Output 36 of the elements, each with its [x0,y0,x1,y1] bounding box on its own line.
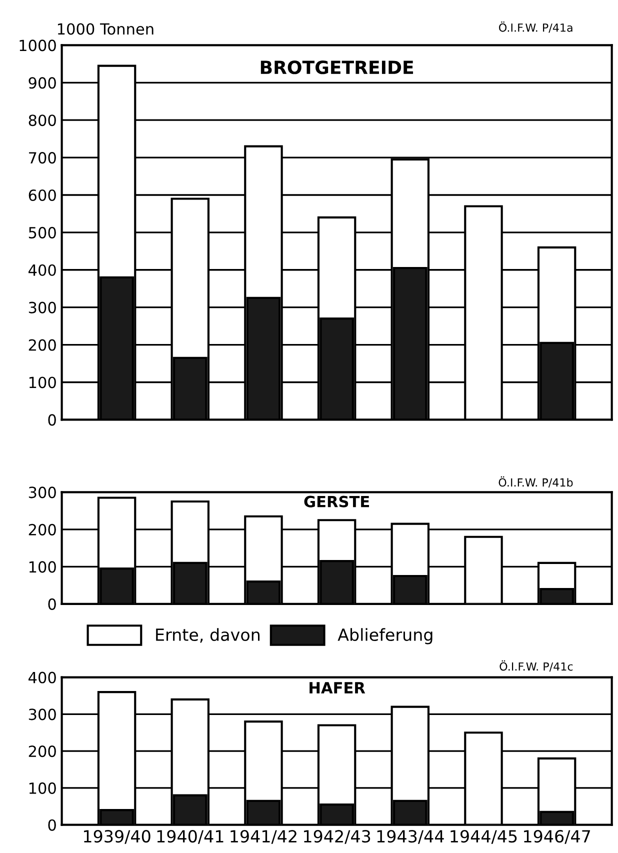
y-tick-label: 300 [28,708,56,720]
y-tick-label: 800 [28,114,56,126]
x-tick-label: 1946/47 [524,830,590,844]
y-tick-label: 0 [48,819,56,831]
y-tick-label: 900 [28,77,56,89]
y-tick-label: 200 [28,339,56,351]
y-tick-label: 100 [29,376,56,388]
y-tick-label: 1000 [20,40,56,52]
y-tick-label: 300 [28,486,56,498]
y-tick-label: 400 [28,672,56,684]
text: Ö.I.F.W. P/41a [499,22,572,33]
text: Ö.I.F.W. P/41b [498,476,573,488]
y-tick-label: 400 [28,264,56,276]
y-tick-label: 0 [48,598,56,610]
x-tick-label: 1942/43 [304,830,370,844]
x-tick-label: 1939/40 [84,830,150,844]
x-tick-label: 1940/41 [157,830,224,844]
chart-title: HAFER [310,682,366,694]
text: BROTGETREIDE [260,60,414,74]
legend-label: Ablieferung [338,628,432,644]
y-tick-label: 500 [28,226,56,238]
y-tick-label: 700 [29,152,56,164]
x-tick-label: 1944/45 [450,830,517,844]
y-tick-label: 100 [29,782,56,794]
y-tick-label: 600 [28,189,56,202]
text: Ö.I.F.W. P/41c [500,660,573,672]
y-axis-title: 1000 Tonnen [58,23,154,35]
x-tick-label: 1943/44 [377,830,444,844]
x-tick-label: 1941/42 [230,830,296,844]
y-tick-label: 200 [28,746,56,758]
y-tick-label: 0 [48,414,56,426]
y-tick-label: 100 [29,561,56,573]
y-tick-label: 300 [28,302,56,314]
chart-title: GERSTE [304,496,369,508]
legend-label: Ernte, davon [156,628,260,643]
y-tick-label: 200 [28,524,56,536]
